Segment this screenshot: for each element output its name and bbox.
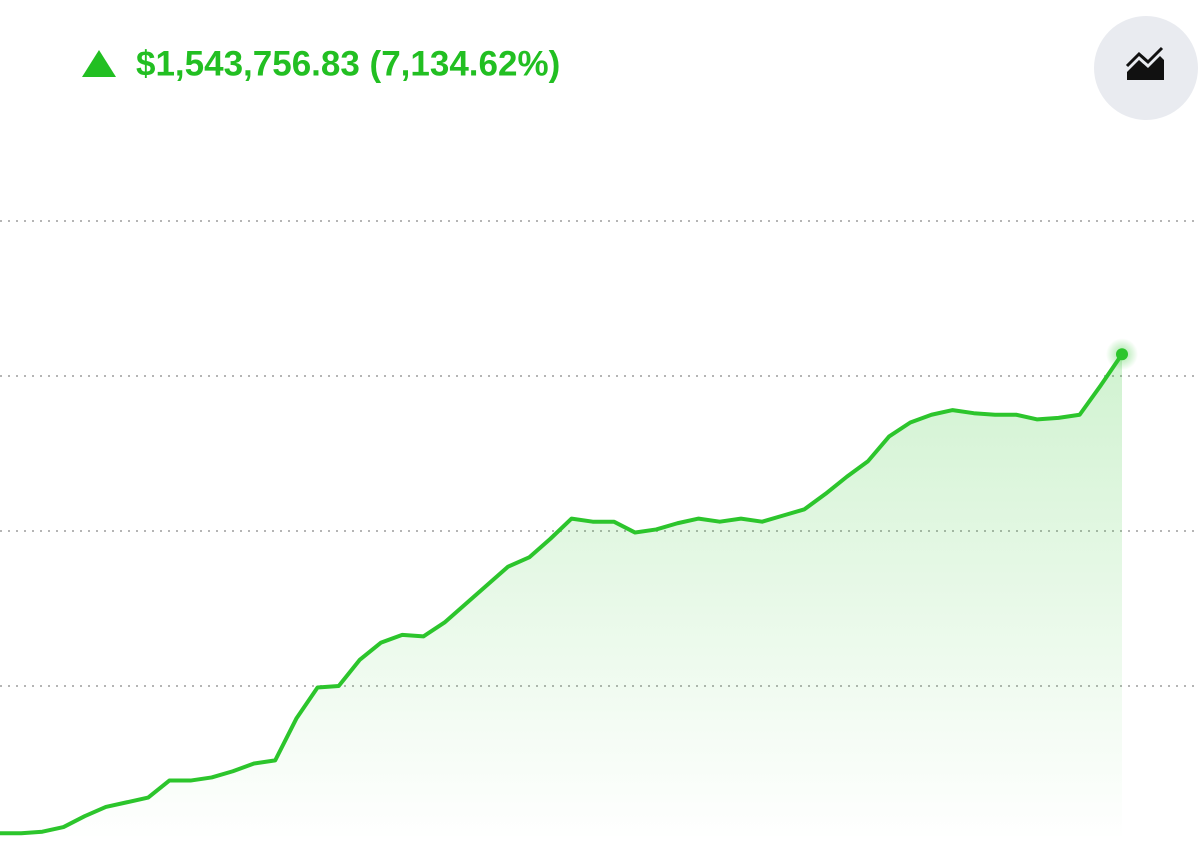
chart-type-button[interactable] <box>1094 16 1198 120</box>
change-text: $1,543,756.83 (7,134.62%) <box>136 44 560 83</box>
chart <box>0 220 1200 841</box>
up-arrow <box>82 50 116 77</box>
area-fill <box>0 354 1122 841</box>
chart-icon-line <box>1125 46 1164 68</box>
price-line <box>0 353 1124 836</box>
end-dot <box>1116 348 1128 361</box>
chart-icon <box>1127 56 1164 80</box>
